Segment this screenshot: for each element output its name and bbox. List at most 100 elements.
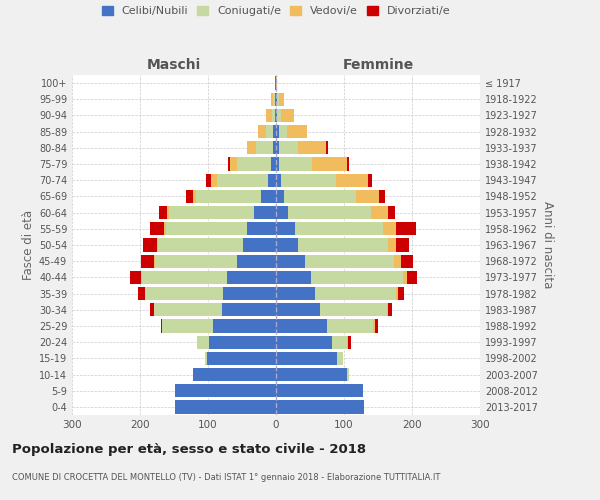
Bar <box>276 303 320 316</box>
Bar <box>145 287 223 300</box>
Bar <box>395 222 416 235</box>
Text: Popolazione per età, sesso e stato civile - 2018: Popolazione per età, sesso e stato civil… <box>12 442 366 456</box>
Bar <box>407 270 418 284</box>
Bar <box>320 303 387 316</box>
Bar <box>247 222 276 235</box>
Bar <box>279 125 287 138</box>
Bar <box>214 320 276 332</box>
Bar <box>316 287 395 300</box>
Bar <box>379 190 385 203</box>
Bar <box>403 270 407 284</box>
Bar <box>277 92 279 106</box>
Bar <box>266 109 272 122</box>
Bar <box>276 320 327 332</box>
Bar <box>276 254 305 268</box>
Text: COMUNE DI CROCETTA DEL MONTELLO (TV) - Dati ISTAT 1° gennaio 2018 - Elaborazione: COMUNE DI CROCETTA DEL MONTELLO (TV) - D… <box>12 472 440 482</box>
Bar <box>388 238 395 252</box>
Bar <box>275 76 276 90</box>
Bar <box>223 287 276 300</box>
Bar <box>374 320 378 332</box>
Bar <box>276 174 281 187</box>
Bar <box>347 336 348 349</box>
Bar <box>336 174 368 187</box>
Bar <box>209 336 276 349</box>
Bar <box>254 206 276 220</box>
Bar <box>273 92 275 106</box>
Bar <box>227 270 276 284</box>
Bar <box>276 141 279 154</box>
Bar <box>271 158 276 170</box>
Bar <box>155 254 236 268</box>
Bar <box>284 190 356 203</box>
Bar <box>272 109 275 122</box>
Legend: Celibi/Nubili, Coniugati/e, Vedovi/e, Divorziati/e: Celibi/Nubili, Coniugati/e, Vedovi/e, Di… <box>101 6 451 16</box>
Bar <box>305 254 394 268</box>
Bar <box>206 174 211 187</box>
Bar <box>205 352 206 365</box>
Y-axis label: Anni di nascita: Anni di nascita <box>541 202 554 288</box>
Bar <box>268 174 276 187</box>
Bar <box>161 320 163 332</box>
Bar <box>186 190 193 203</box>
Bar <box>259 125 266 138</box>
Bar <box>130 270 140 284</box>
Bar <box>164 222 166 235</box>
Bar <box>312 158 347 170</box>
Bar <box>221 303 276 316</box>
Bar <box>311 270 403 284</box>
Bar <box>275 109 276 122</box>
Bar <box>288 206 371 220</box>
Bar <box>298 238 388 252</box>
Bar <box>326 141 328 154</box>
Bar <box>276 158 280 170</box>
Bar <box>211 174 217 187</box>
Bar <box>298 141 326 154</box>
Bar <box>395 238 409 252</box>
Bar <box>276 384 363 398</box>
Bar <box>276 270 311 284</box>
Bar <box>276 368 347 381</box>
Bar <box>368 174 372 187</box>
Bar <box>271 92 273 106</box>
Bar <box>197 336 209 349</box>
Bar <box>276 92 277 106</box>
Bar <box>332 336 347 349</box>
Bar <box>196 190 261 203</box>
Bar <box>398 287 404 300</box>
Bar <box>276 109 277 122</box>
Bar <box>154 303 221 316</box>
Bar <box>159 206 167 220</box>
Bar <box>276 76 277 90</box>
Bar <box>287 125 307 138</box>
Bar <box>276 206 288 220</box>
Bar <box>327 320 373 332</box>
Bar <box>388 303 392 316</box>
Bar <box>276 222 295 235</box>
Bar <box>169 206 254 220</box>
Bar <box>279 141 298 154</box>
Bar <box>279 92 284 106</box>
Bar <box>140 270 142 284</box>
Bar <box>394 254 401 268</box>
Bar <box>236 158 271 170</box>
Bar <box>387 303 388 316</box>
Bar <box>272 141 276 154</box>
Bar <box>347 368 349 381</box>
Bar <box>281 109 293 122</box>
Bar <box>230 158 236 170</box>
Text: Maschi: Maschi <box>147 58 201 72</box>
Bar <box>229 158 230 170</box>
Bar <box>371 206 388 220</box>
Bar <box>157 238 158 252</box>
Bar <box>276 400 364 413</box>
Bar <box>276 352 337 365</box>
Bar <box>193 368 276 381</box>
Bar <box>388 206 395 220</box>
Bar <box>276 125 279 138</box>
Bar <box>175 384 276 398</box>
Bar <box>217 174 268 187</box>
Bar <box>142 270 227 284</box>
Bar <box>143 238 157 252</box>
Bar <box>273 125 276 138</box>
Bar <box>138 287 145 300</box>
